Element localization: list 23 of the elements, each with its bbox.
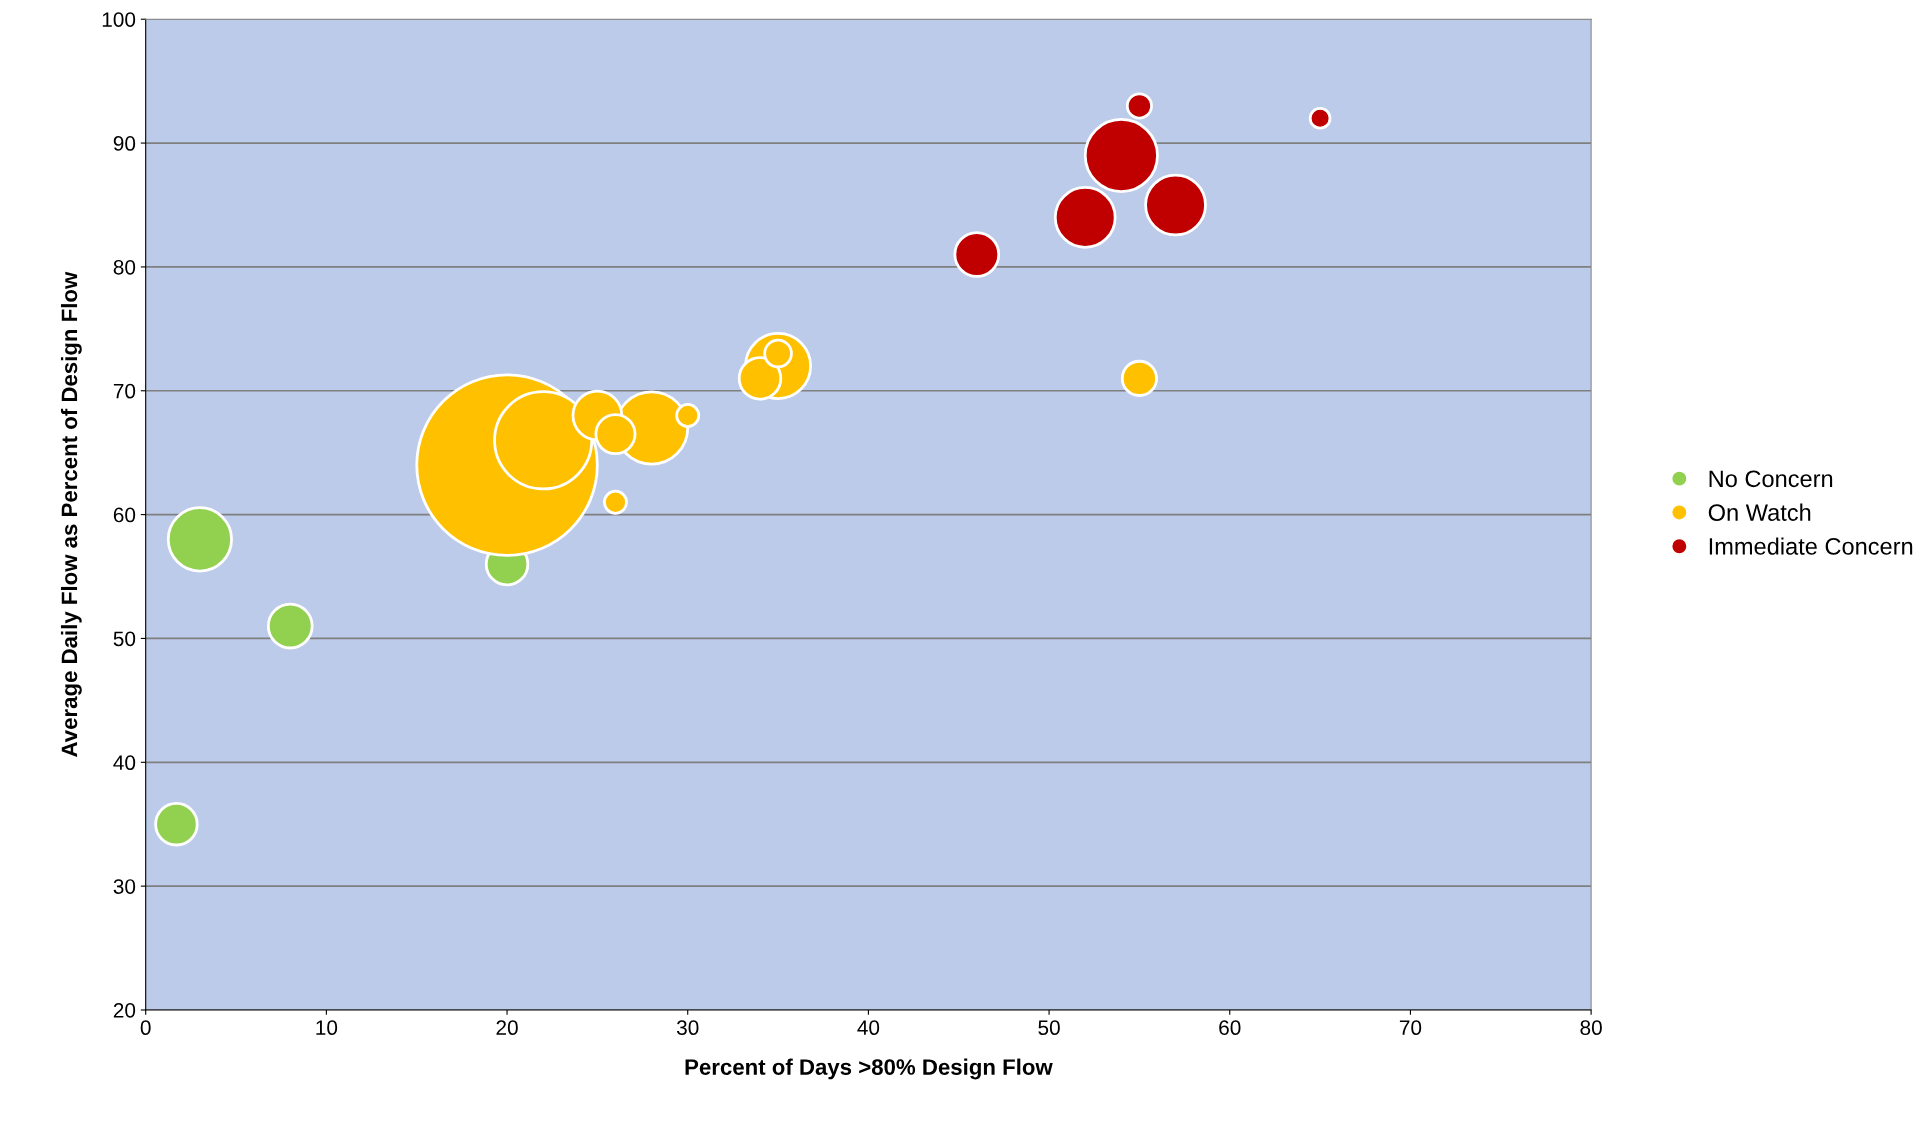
x-tick-label: 50 xyxy=(1038,1020,1060,1036)
legend-label: Immediate Concern xyxy=(1709,537,1913,555)
y-tick-label: 50 xyxy=(113,631,136,647)
legend-label: On Watch xyxy=(1708,503,1811,521)
y-tick-label: 60 xyxy=(113,507,136,523)
x-tick-label: 30 xyxy=(676,1020,699,1036)
x-tick-label: 40 xyxy=(857,1020,880,1036)
x-tick-label: 0 xyxy=(140,1020,151,1036)
y-tick-label: 40 xyxy=(113,755,136,771)
x-axis-title: Percent of Days >80% Design Flow xyxy=(685,1058,1053,1080)
x-tick-label: 20 xyxy=(496,1020,518,1036)
x-tick-label: 80 xyxy=(1580,1020,1602,1036)
y-tick-label: 20 xyxy=(113,1002,136,1018)
x-tick-label: 70 xyxy=(1399,1020,1422,1036)
y-axis-title: Average Daily Flow as Percent of Design Flow xyxy=(60,271,82,757)
x-tick-label: 60 xyxy=(1219,1020,1241,1036)
y-tick-label: 90 xyxy=(113,136,136,151)
y-tick-label: 30 xyxy=(113,879,136,894)
legend-label: No Concern xyxy=(1709,470,1833,488)
y-tick-label: 70 xyxy=(113,383,136,399)
y-tick-label: 100 xyxy=(102,12,136,27)
y-tick-label: 80 xyxy=(113,259,136,275)
x-tick-label: 10 xyxy=(316,1020,338,1036)
